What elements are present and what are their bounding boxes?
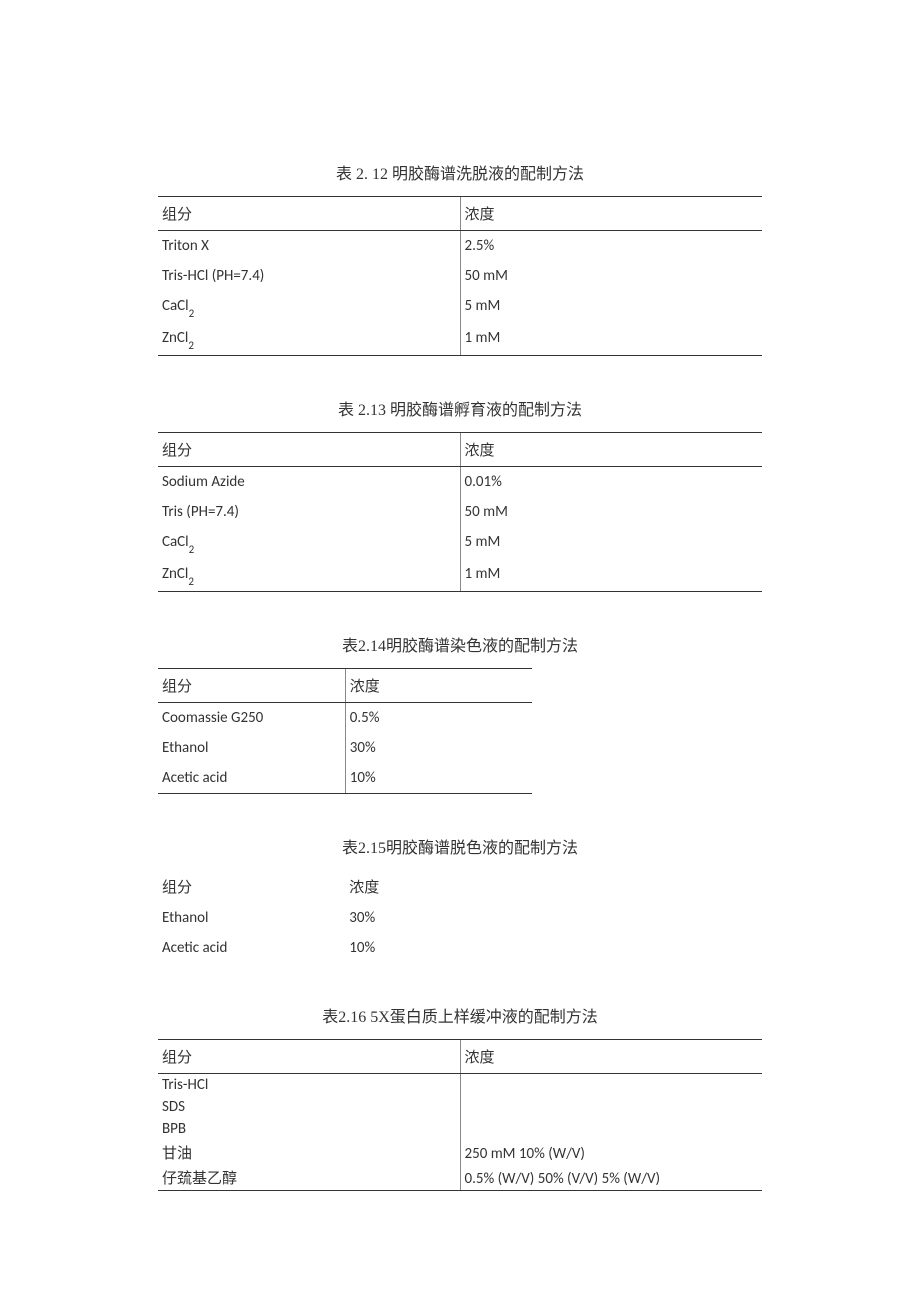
- table-row: Tris-HCl: [158, 1074, 762, 1097]
- cell-concentration: 2.5%: [460, 231, 762, 262]
- cell-component: Triton X: [158, 231, 460, 262]
- table-row: ZnCl2 1 mM: [158, 323, 762, 356]
- cell-component: ZnCl2: [158, 559, 460, 592]
- cell-component: BPB: [158, 1118, 460, 1140]
- header-component: 组分: [158, 433, 460, 467]
- table-row: Triton X 2.5%: [158, 231, 762, 262]
- cell-concentration: 30%: [345, 903, 532, 933]
- header-concentration: 浓度: [345, 870, 532, 903]
- cell-component: CaCl2: [158, 291, 460, 323]
- table-row: SDS: [158, 1096, 762, 1118]
- header-concentration: 浓度: [460, 197, 762, 231]
- cell-concentration: 0.01%: [460, 467, 762, 498]
- cell-component: ZnCl2: [158, 323, 460, 356]
- table-block-212: 表 2. 12 明胶酶谱洗脱液的配制方法 组分 浓度 Triton X 2.5%…: [158, 160, 762, 356]
- cell-component: Tris (PH=7.4): [158, 497, 460, 527]
- cell-concentration: 50 mM: [460, 497, 762, 527]
- table-block-215: 表2.15明胶酶谱脱色液的配制方法 组分 浓度 Ethanol 30% Acet…: [158, 834, 762, 963]
- table-215: 组分 浓度 Ethanol 30% Acetic acid 10%: [158, 870, 532, 963]
- table-caption: 表2.14明胶酶谱染色液的配制方法: [158, 632, 762, 656]
- table-block-216: 表2.16 5X蛋白质上样缓冲液的配制方法 组分 浓度 Tris-HCl SDS…: [158, 1003, 762, 1191]
- cell-concentration: 1 mM: [460, 559, 762, 592]
- cell-component: Tris-HCl: [158, 1074, 460, 1097]
- cell-component: Sodium Azide: [158, 467, 460, 498]
- cell-component: Coomassie G250: [158, 703, 345, 734]
- table-row: Tris (PH=7.4) 50 mM: [158, 497, 762, 527]
- cell-component: Acetic acid: [158, 933, 345, 963]
- table-row: 甘油 250 mM 10% (W/V): [158, 1140, 762, 1165]
- cell-concentration: 250 mM 10% (W/V): [460, 1140, 762, 1165]
- table-214: 组分 浓度 Coomassie G250 0.5% Ethanol 30% Ac…: [158, 668, 532, 794]
- table-header-row: 组分 浓度: [158, 197, 762, 231]
- cell-concentration: 50 mM: [460, 261, 762, 291]
- header-concentration: 浓度: [460, 1040, 762, 1074]
- cell-component: Acetic acid: [158, 763, 345, 794]
- table-caption: 表 2.13 明胶酶谱孵育液的配制方法: [158, 396, 762, 420]
- cell-component: CaCl2: [158, 527, 460, 559]
- table-row: BPB: [158, 1118, 762, 1140]
- cell-component: SDS: [158, 1096, 460, 1118]
- table-row: Acetic acid 10%: [158, 933, 532, 963]
- table-212: 组分 浓度 Triton X 2.5% Tris-HCl (PH=7.4) 50…: [158, 196, 762, 356]
- cell-concentration: 10%: [345, 933, 532, 963]
- table-row: CaCl2 5 mM: [158, 291, 762, 323]
- table-row: Tris-HCl (PH=7.4) 50 mM: [158, 261, 762, 291]
- table-block-214: 表2.14明胶酶谱染色液的配制方法 组分 浓度 Coomassie G250 0…: [158, 632, 762, 794]
- cell-component: Ethanol: [158, 733, 345, 763]
- table-caption: 表 2. 12 明胶酶谱洗脱液的配制方法: [158, 160, 762, 184]
- cell-concentration: 30%: [345, 733, 532, 763]
- header-component: 组分: [158, 870, 345, 903]
- table-row: ZnCl2 1 mM: [158, 559, 762, 592]
- cell-component: 甘油: [158, 1140, 460, 1165]
- table-block-213: 表 2.13 明胶酶谱孵育液的配制方法 组分 浓度 Sodium Azide 0…: [158, 396, 762, 592]
- cell-concentration: 5 mM: [460, 291, 762, 323]
- cell-concentration: 10%: [345, 763, 532, 794]
- cell-component: Tris-HCl (PH=7.4): [158, 261, 460, 291]
- cell-concentration: 1 mM: [460, 323, 762, 356]
- table-213: 组分 浓度 Sodium Azide 0.01% Tris (PH=7.4) 5…: [158, 432, 762, 592]
- table-216: 组分 浓度 Tris-HCl SDS BPB 甘油 250 mM 10% (W/…: [158, 1039, 762, 1191]
- table-row: CaCl2 5 mM: [158, 527, 762, 559]
- table-header-row: 组分 浓度: [158, 433, 762, 467]
- table-row: Ethanol 30%: [158, 903, 532, 933]
- header-concentration: 浓度: [345, 669, 532, 703]
- table-row: Acetic acid 10%: [158, 763, 532, 794]
- cell-concentration: 5 mM: [460, 527, 762, 559]
- cell-concentration: 0.5% (W/V) 50% (V/V) 5% (W/V): [460, 1165, 762, 1191]
- table-header-row: 组分 浓度: [158, 1040, 762, 1074]
- header-component: 组分: [158, 197, 460, 231]
- header-concentration: 浓度: [460, 433, 762, 467]
- cell-component: Ethanol: [158, 903, 345, 933]
- cell-concentration: [460, 1118, 762, 1140]
- cell-concentration: [460, 1096, 762, 1118]
- cell-concentration: [460, 1074, 762, 1097]
- header-component: 组分: [158, 1040, 460, 1074]
- table-caption: 表2.15明胶酶谱脱色液的配制方法: [158, 834, 762, 858]
- cell-component: 仔巯基乙醇: [158, 1165, 460, 1191]
- cell-concentration: 0.5%: [345, 703, 532, 734]
- table-caption: 表2.16 5X蛋白质上样缓冲液的配制方法: [158, 1003, 762, 1027]
- header-component: 组分: [158, 669, 345, 703]
- table-row: Coomassie G250 0.5%: [158, 703, 532, 734]
- table-header-row: 组分 浓度: [158, 870, 532, 903]
- table-row: 仔巯基乙醇 0.5% (W/V) 50% (V/V) 5% (W/V): [158, 1165, 762, 1191]
- table-row: Sodium Azide 0.01%: [158, 467, 762, 498]
- table-header-row: 组分 浓度: [158, 669, 532, 703]
- table-row: Ethanol 30%: [158, 733, 532, 763]
